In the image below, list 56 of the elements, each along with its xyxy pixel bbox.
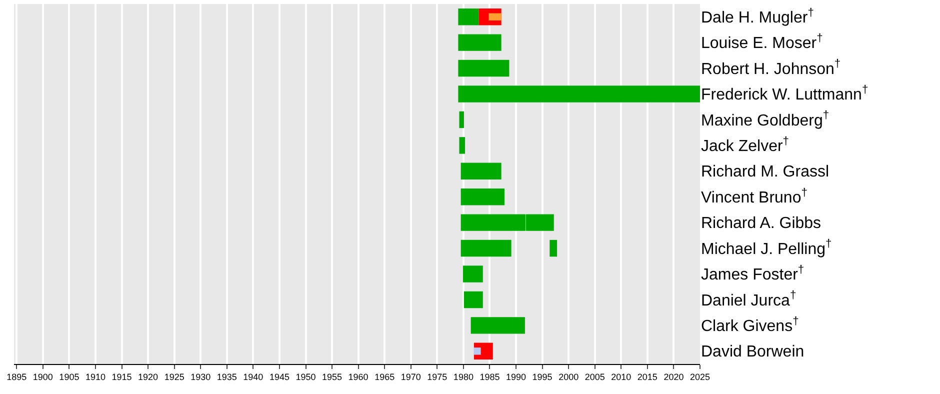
- x-tick-label: 1940: [243, 372, 264, 382]
- y-tick-label: David Borwein: [701, 344, 804, 361]
- x-tick-label: 1985: [480, 372, 500, 382]
- x-tick-label: 1920: [138, 372, 158, 382]
- x-tick-label: 2020: [664, 372, 684, 382]
- bar: [460, 162, 502, 180]
- x-tick-label: 1925: [164, 372, 184, 382]
- x-tick-label: 1895: [6, 372, 27, 382]
- y-tick-label: James Foster$^{†}$: [701, 264, 804, 284]
- x-tick-label: 1915: [112, 372, 132, 382]
- bar: [459, 137, 466, 154]
- bar: [459, 111, 464, 128]
- bar: [458, 8, 479, 26]
- y-tick-label: Richard M. Grassl: [701, 164, 830, 181]
- x-tick-label: 1955: [322, 372, 342, 382]
- bar: [458, 60, 510, 77]
- x-tick-label: 1990: [506, 372, 526, 382]
- y-tick-label: Michael J. Pelling$^{†}$: [701, 238, 832, 258]
- y-tick-label: Clark Givens$^{†}$: [701, 315, 799, 336]
- y-tick-label: Maxine Goldberg$^{†}$: [701, 110, 830, 130]
- bar: [464, 291, 483, 308]
- bar: [460, 240, 512, 257]
- bar: [460, 188, 504, 206]
- x-tick-label: 1970: [400, 372, 421, 382]
- x-tick-label: 1930: [190, 372, 211, 382]
- x-tick-label: 2010: [611, 372, 632, 382]
- x-tick-label: 1950: [296, 372, 316, 382]
- y-tick-label: Robert H. Johnson$^{†}$: [701, 58, 841, 78]
- bar: [462, 266, 483, 282]
- x-tick-label: 1975: [427, 372, 448, 382]
- y-tick-label: Dale H. Mugler$^{†}$: [701, 6, 814, 26]
- x-tick-label: 2000: [558, 372, 579, 382]
- x-tick-label: 1965: [374, 372, 395, 382]
- x-tick-label: 1900: [32, 372, 53, 382]
- bar: [458, 86, 700, 102]
- x-tick-label: 1905: [59, 372, 80, 382]
- bar: [550, 240, 558, 257]
- bar: [458, 34, 502, 51]
- x-tick-label: 1995: [532, 372, 552, 382]
- x-tick-label: 2005: [584, 372, 605, 382]
- x-tick-label: 1935: [216, 372, 237, 382]
- y-tick-label: Vincent Bruno$^{†}$: [701, 186, 808, 206]
- x-tick-label: 1960: [348, 372, 368, 382]
- x-tick-label: 2015: [637, 372, 658, 382]
- bar: [470, 317, 525, 334]
- bar: [474, 348, 481, 355]
- x-tick-label: 1980: [453, 372, 474, 382]
- y-tick-label: Richard A. Gibbs: [701, 215, 822, 232]
- y-tick-label: Daniel Jurca$^{†}$: [701, 290, 796, 310]
- x-tick-label: 1945: [269, 372, 290, 382]
- x-tick-label: 2025: [690, 372, 710, 382]
- y-tick-label: Frederick W. Luttmann$^{†}$: [701, 84, 868, 104]
- y-tick-label: Jack Zelver$^{†}$: [701, 135, 790, 156]
- bar: [488, 13, 502, 20]
- x-tick-label: 1910: [85, 372, 106, 382]
- y-tick-label: Louise E. Moser$^{†}$: [701, 32, 823, 52]
